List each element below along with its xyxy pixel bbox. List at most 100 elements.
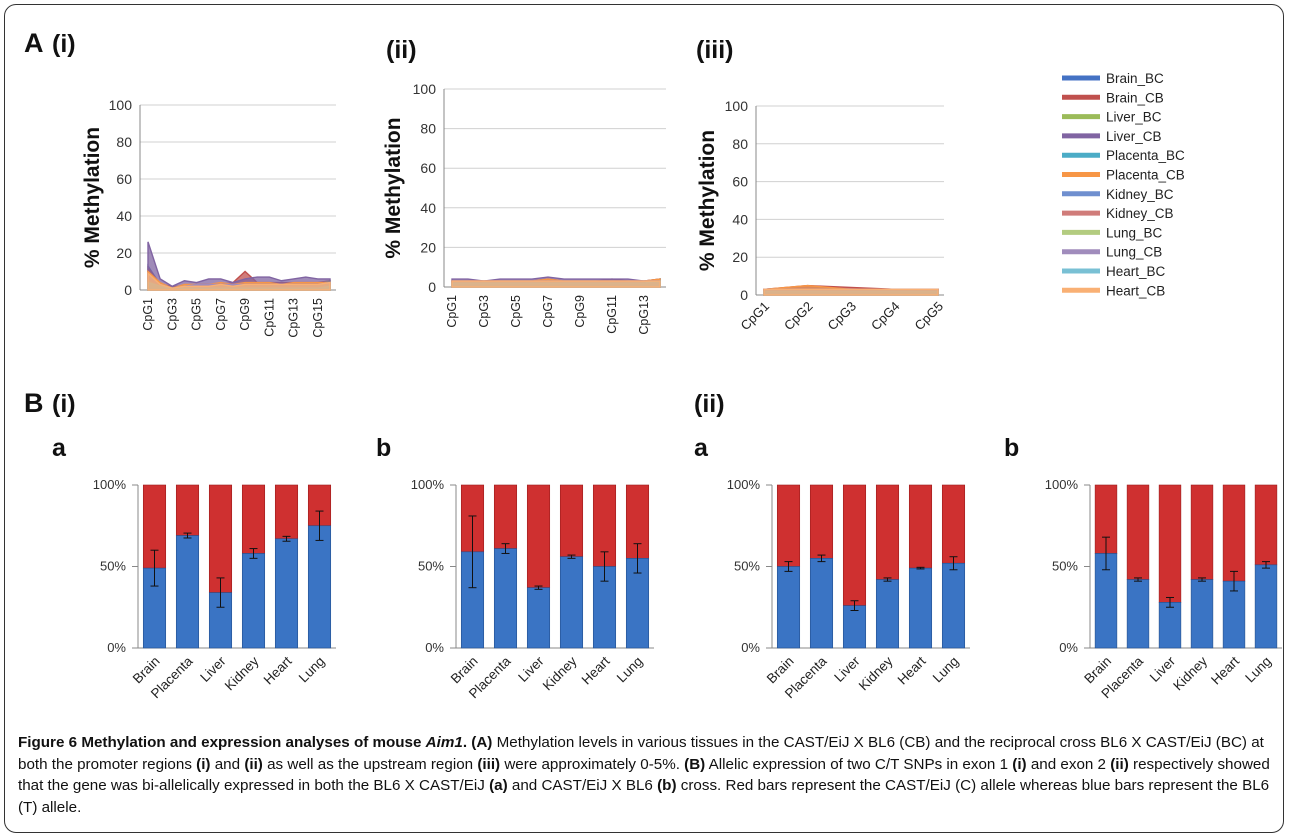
sublabel-B-i-b: b [376, 434, 391, 462]
x-tick-label: CpG7 [214, 298, 228, 331]
legend-label: Lung_BC [1106, 225, 1163, 240]
x-tick-label: CpG5 [190, 298, 204, 331]
x-tick-label: CpG1 [141, 298, 155, 331]
caption-ii-tag: (ii) [244, 755, 263, 773]
caption-fig: Figure 6 [18, 734, 78, 751]
y-tick-label: 60 [732, 174, 748, 190]
legend-label: Heart_BC [1106, 264, 1166, 279]
caption-a-tag: (a) [489, 777, 508, 794]
panel-label-B: B [24, 388, 44, 418]
x-tick-label: CpG9 [573, 295, 587, 328]
panel-label-A-iii: (iii) [696, 36, 734, 64]
bar-red-kidney [241, 484, 266, 554]
caption-title-gene: Aim1 [425, 734, 463, 751]
series-area-Heart_CB [451, 280, 661, 288]
caption-B-tag: (B) [684, 755, 706, 773]
sublabel-B-ii-a: a [694, 434, 709, 462]
caption-A-text2: as well as the upstream region [267, 755, 474, 773]
panel-label-A: A [24, 28, 44, 58]
bar-red-placenta [809, 484, 834, 559]
chart-A-ii: 0 20 40 60 80 100 % Methylation CpG1 CpG3 CpG5 CpG… [382, 81, 666, 335]
x-tick-label: Lung [614, 654, 646, 686]
bar-blue-kidney [241, 553, 266, 649]
legend-label: Lung_CB [1106, 245, 1162, 260]
panel-label-B-i: (i) [52, 390, 76, 418]
y-tick-label: 50% [734, 559, 760, 574]
legend-label: Kidney_BC [1106, 187, 1174, 202]
x-tick-label: CpG9 [238, 298, 252, 331]
x-tick-label: Heart [579, 653, 613, 687]
y-tick-label: 0 [740, 287, 748, 303]
bar-blue-placenta [1126, 579, 1150, 649]
legend-label: Placenta_CB [1106, 168, 1185, 183]
series-area-Heart_CB [147, 271, 331, 291]
x-tick-label: CpG3 [165, 298, 179, 331]
x-tick-label: CpG13 [637, 295, 651, 335]
y-axis-title: % Methylation [696, 130, 719, 271]
bar-blue-kidney [875, 579, 900, 649]
caption-and3: and CAST/EiJ X BL6 [511, 777, 653, 794]
bar-blue-heart [274, 538, 299, 649]
y-axis-title: % Methylation [382, 117, 405, 258]
y-tick-label: 20 [732, 249, 748, 265]
x-tick-label: CpG4 [868, 299, 903, 334]
x-tick-label: CpG2 [781, 299, 816, 334]
bar-blue-brain [776, 566, 801, 649]
y-tick-label: 100 [725, 98, 749, 114]
bar-blue-liver [526, 587, 551, 649]
sublabel-B-i-a: a [52, 434, 67, 462]
y-tick-label: 100% [1045, 477, 1079, 492]
legend-label: Liver_CB [1106, 129, 1162, 144]
bar-red-placenta [1126, 484, 1150, 580]
x-tick-label: Kidney [856, 653, 896, 693]
legend-label: Brain_CB [1106, 90, 1164, 105]
series-area-Heart_CB [763, 288, 939, 296]
bar-red-heart [274, 484, 299, 540]
x-tick-label: CpG1 [445, 295, 459, 328]
y-tick-label: 0 [428, 279, 436, 295]
y-tick-label: 0% [1059, 640, 1078, 655]
legend: Brain_BC Brain_CB Liver_BC Liver_CB Placenta… [1062, 71, 1185, 298]
bar-blue-placenta [493, 548, 518, 649]
y-tick-label: 40 [116, 208, 132, 224]
y-tick-label: 20 [420, 239, 436, 255]
x-tick-label: Heart [1208, 653, 1242, 687]
y-tick-label: 60 [420, 160, 436, 176]
x-tick-label: CpG3 [477, 295, 491, 328]
y-tick-label: 80 [732, 136, 748, 152]
figure-frame [4, 4, 1284, 833]
caption-ii2-tag: (ii) [1110, 755, 1129, 773]
bar-red-placenta [175, 484, 200, 536]
y-tick-label: 40 [732, 211, 748, 227]
caption-i-tag: (i) [196, 755, 211, 773]
x-tick-label: CpG1 [737, 299, 772, 334]
caption-and2: and exon 2 [1030, 755, 1107, 773]
legend-label: Placenta_BC [1106, 148, 1185, 163]
caption-B-text1: Allelic expression of two C/T SNPs in ex… [708, 755, 1009, 773]
bar-red-liver [526, 484, 551, 588]
x-tick-label: CpG5 [911, 299, 946, 334]
y-tick-label: 20 [116, 245, 132, 261]
x-tick-label: Kidney [1170, 653, 1210, 693]
x-tick-label: CpG11 [605, 295, 619, 334]
chart-A-i: 0 20 40 60 80 100 % Methylation CpG1 CpG3 CpG5 CpG… [81, 97, 336, 338]
bar-blue-lung [307, 525, 332, 649]
bar-red-kidney [1190, 484, 1214, 580]
x-tick-label: Lung [296, 654, 328, 686]
caption-B-text3: cross. Red bars represent the CAST/EiJ (… [18, 777, 1270, 816]
x-tick-label: CpG7 [541, 295, 555, 328]
y-tick-label: 100 [109, 97, 133, 113]
y-tick-label: 0% [425, 640, 444, 655]
figure-caption: Figure 6 Methylation and expression anal… [18, 732, 1280, 818]
bar-blue-lung [1254, 564, 1278, 649]
y-tick-label: 100% [93, 477, 127, 492]
caption-A-tag: (A) [471, 734, 493, 751]
x-tick-label: Lung [1242, 654, 1274, 686]
bar-red-liver [1158, 484, 1182, 603]
bar-blue-placenta [175, 535, 200, 649]
y-tick-label: 100 [413, 81, 437, 97]
bar-red-brain [776, 484, 801, 567]
legend-label: Liver_BC [1106, 110, 1162, 125]
